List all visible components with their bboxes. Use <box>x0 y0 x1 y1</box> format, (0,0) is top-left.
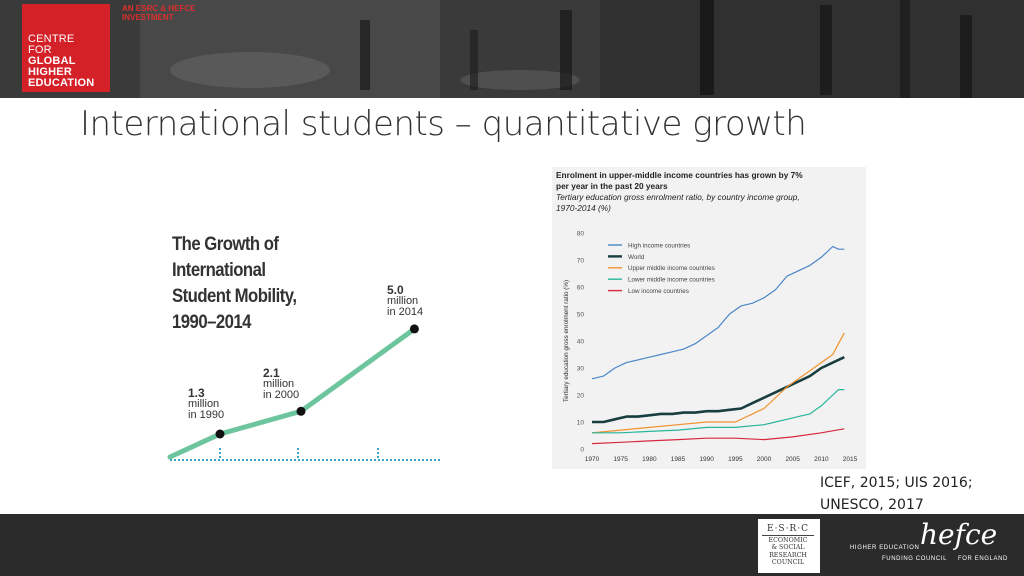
logo-text-line: GLOBAL <box>28 55 76 67</box>
annotation-1990: 1.3 million in 1990 <box>188 386 225 421</box>
legend-label: High income countries <box>628 242 690 249</box>
y-tick-label: 60 <box>577 285 585 292</box>
x-tick-label: 2015 <box>843 456 858 463</box>
y-tick-label: 10 <box>577 420 585 427</box>
x-tick-label: 1990 <box>699 456 714 463</box>
annotation-line: in 1990 <box>188 409 225 421</box>
cghe-logo: CENTRE FOR GLOBAL HIGHER EDUCATION <box>22 4 110 92</box>
enrolment-subtitle-line: Tertiary education gross enrolment ratio… <box>556 192 800 202</box>
esrc-logo: E·S·R·C ECONOMIC & SOCIAL RESEARCH COUNC… <box>758 519 820 573</box>
x-tick-label: 1970 <box>585 456 600 463</box>
enrolment-title-line: per year in the past 20 years <box>556 181 668 191</box>
series-line-3 <box>592 389 845 434</box>
annotation-line: million <box>387 295 419 307</box>
annotation-value: 2.1 <box>263 366 280 380</box>
annotation-line: in 2014 <box>387 306 424 318</box>
y-tick-label: 80 <box>577 231 585 238</box>
hefce-funding-council: FUNDING COUNCIL <box>882 556 948 562</box>
legend-label: Low income countries <box>628 288 689 295</box>
mobility-point <box>409 324 419 334</box>
esrc-acronym: E·S·R·C <box>762 523 814 536</box>
x-tick-label: 1995 <box>728 456 743 463</box>
logo-text-line: HIGHER <box>28 66 72 78</box>
logo-text-line: CENTRE <box>28 33 75 45</box>
mobility-point <box>215 429 225 439</box>
slide-title: International students – quantitative gr… <box>80 104 807 144</box>
series-line-2 <box>591 332 845 434</box>
legend-label: Lower middle income countries <box>628 277 715 284</box>
esrc-name-line: RESEARCH <box>769 551 807 559</box>
investment-line: INVESTMENT <box>122 13 174 22</box>
annotation-line: million <box>188 398 220 410</box>
hefce-logo: hefce <box>920 518 998 551</box>
hefce-higher-education: HIGHER EDUCATION <box>850 545 920 551</box>
annotation-line: in 2000 <box>263 389 300 401</box>
mobility-chart-title: The Growth of International Student Mobi… <box>172 232 297 336</box>
mobility-line <box>167 326 417 460</box>
mobility-title-line: International <box>172 260 266 281</box>
esrc-name: ECONOMIC & SOCIAL RESEARCH COUNCIL <box>762 537 814 567</box>
x-tick-label: 1985 <box>671 456 686 463</box>
source-citation: ICEF, 2015; UIS 2016; UNESCO, 2017 <box>820 472 973 516</box>
y-tick-label: 20 <box>577 393 585 400</box>
y-axis-label: Tertiary education gross enrolment ratio… <box>563 280 570 402</box>
logo-text-line: FOR <box>28 44 52 56</box>
investment-line: AN ESRC & HEFCE <box>122 4 196 13</box>
hefce-for-england: FOR ENGLAND <box>958 556 1008 562</box>
x-tick-label: 2010 <box>814 456 829 463</box>
series-line-0 <box>591 245 845 380</box>
x-tick-label: 1980 <box>642 456 657 463</box>
mobility-point <box>296 406 306 416</box>
annotation-2014: 5.0 million in 2014 <box>387 283 424 318</box>
y-tick-label: 30 <box>577 366 585 373</box>
legend-label: World <box>628 254 645 261</box>
series-line-1 <box>592 356 845 424</box>
source-line: ICEF, 2015; UIS 2016; <box>820 475 973 491</box>
mobility-chart <box>167 324 440 461</box>
enrolment-chart: 0 10 20 30 40 50 60 70 80 1970 1975 1980 1985 1990 199… <box>552 167 866 469</box>
mobility-title-line: Student Mobility, <box>172 286 297 307</box>
crowd-photo-background <box>0 0 1024 98</box>
y-tick-label: 40 <box>577 339 585 346</box>
annotation-value: 5.0 <box>387 283 404 297</box>
source-line: UNESCO, 2017 <box>820 497 924 513</box>
logo-text-line: EDUCATION <box>28 77 95 89</box>
annotation-line: million <box>263 378 295 390</box>
x-tick-label: 2005 <box>785 456 800 463</box>
footer-bar <box>0 514 1024 576</box>
annotation-2000: 2.1 million in 2000 <box>263 366 300 401</box>
legend-label: Upper middle income countries <box>628 265 715 272</box>
esrc-name-line: & SOCIAL <box>771 544 805 552</box>
esrc-name-line: COUNCIL <box>771 559 805 567</box>
mobility-title-line: The Growth of <box>172 234 279 255</box>
esrc-name-line: ECONOMIC <box>768 537 808 544</box>
investment-tagline: AN ESRC & HEFCE INVESTMENT <box>122 4 195 22</box>
annotation-value: 1.3 <box>188 386 205 400</box>
y-tick-label: 0 <box>580 447 584 454</box>
enrolment-title-line: Enrolment in upper-middle income countri… <box>556 170 803 180</box>
header-banner: CENTRE FOR GLOBAL HIGHER EDUCATION AN ES… <box>0 0 1024 98</box>
series-line-4 <box>591 428 845 445</box>
x-tick-label: 1975 <box>613 456 628 463</box>
enrolment-subtitle-line: 1970-2014 (%) <box>556 203 611 213</box>
y-tick-label: 70 <box>577 258 585 265</box>
x-tick-label: 2000 <box>757 456 772 463</box>
enrolment-chart-title: Enrolment in upper-middle income countri… <box>556 170 864 214</box>
mobility-title-line: 1990–2014 <box>172 312 251 333</box>
y-tick-label: 50 <box>577 312 585 319</box>
